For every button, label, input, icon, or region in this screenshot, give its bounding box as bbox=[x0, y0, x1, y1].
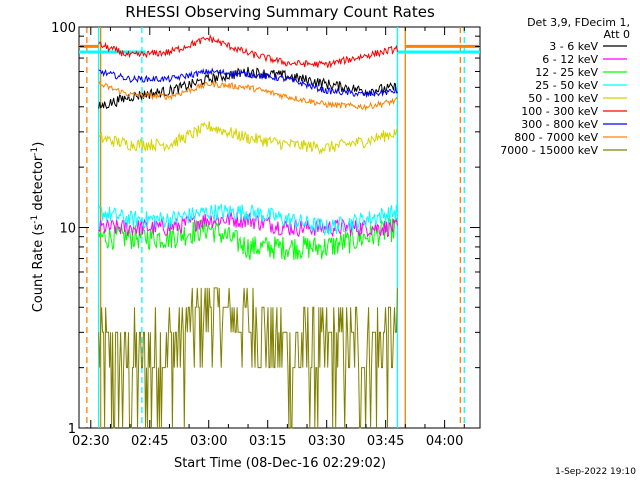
series-line bbox=[98, 34, 398, 69]
legend-entry-label: 100 - 300 keV bbox=[521, 105, 598, 118]
x-tick-label: 03:15 bbox=[249, 434, 286, 449]
x-tick-label: 03:30 bbox=[308, 434, 345, 449]
legend-entry-label: 800 - 7000 keV bbox=[514, 131, 598, 144]
legend-entry-label: 6 - 12 keV bbox=[542, 53, 598, 66]
y-axis-title-close: ) bbox=[31, 142, 46, 147]
x-tick-label: 04:00 bbox=[426, 434, 463, 449]
legend-header-line1: Det 3,9, FDecim 1, bbox=[527, 16, 630, 29]
series-line bbox=[98, 287, 398, 429]
series-line bbox=[98, 80, 398, 112]
y-axis-title: Count Rate (s-1 detector-1) bbox=[30, 142, 46, 313]
y-axis-title-exp2: -1 bbox=[30, 147, 40, 156]
x-tick-label: 03:45 bbox=[367, 434, 404, 449]
chart-title: RHESSI Observing Summary Count Rates bbox=[125, 3, 435, 21]
legend-entry-label: 300 - 800 keV bbox=[521, 118, 598, 131]
x-tick-label: 03:00 bbox=[190, 434, 227, 449]
x-tick-label: 02:45 bbox=[131, 434, 168, 449]
x-tick-label: 02:30 bbox=[72, 434, 109, 449]
axis-ticks: 02:30 02:45 03:00 03:15 03:30 03:45 04:00 1 10 10… bbox=[51, 21, 480, 449]
series-lines bbox=[98, 34, 398, 429]
legend-entry-label: 12 - 25 keV bbox=[535, 66, 598, 79]
legend-entry-label: 3 - 6 keV bbox=[549, 40, 598, 53]
y-axis-title-exp1: -1 bbox=[30, 215, 40, 224]
series-line bbox=[98, 217, 398, 261]
footer-timestamp: 1-Sep-2022 19:10 bbox=[555, 467, 636, 477]
series-line bbox=[98, 203, 398, 237]
legend-entry-label: 50 - 100 keV bbox=[528, 92, 598, 105]
legend-entry-label: 7000 - 15000 keV bbox=[500, 144, 598, 157]
y-axis-title-tail: detector bbox=[31, 155, 46, 215]
y-tick-label: 1 bbox=[68, 422, 76, 437]
y-tick-label: 10 bbox=[59, 222, 76, 237]
series-line bbox=[98, 67, 398, 99]
series-line bbox=[98, 121, 398, 155]
y-axis-title-main: Count Rate (s bbox=[31, 224, 46, 313]
legend-entry-label: 25 - 50 keV bbox=[535, 79, 598, 92]
x-axis-title: Start Time (08-Dec-16 02:29:02) bbox=[174, 456, 386, 471]
legend-header-line2: Att 0 bbox=[604, 28, 630, 41]
y-tick-label: 100 bbox=[51, 21, 76, 36]
